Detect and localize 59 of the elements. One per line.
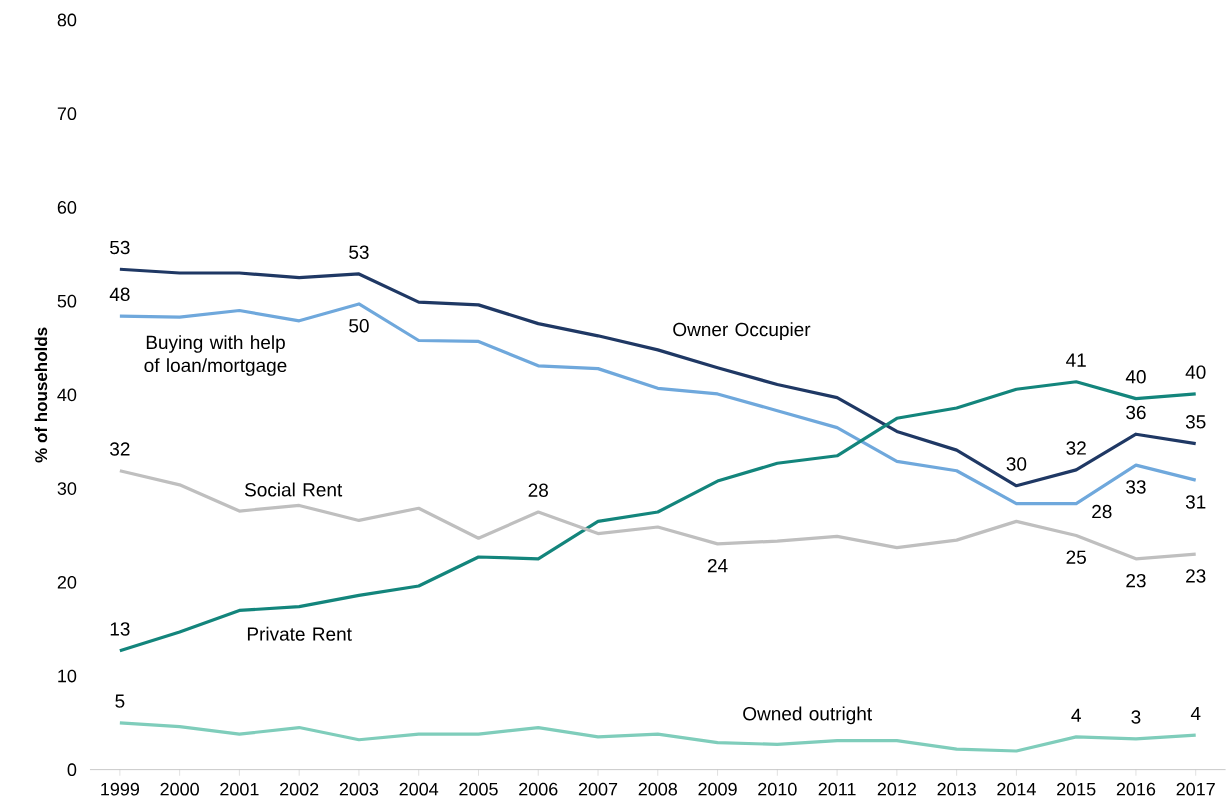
series-label: Private Rent (247, 627, 352, 641)
data-label: 50 (349, 319, 369, 333)
series-label: Owned outright (743, 706, 872, 725)
x-tick-label: 2008 (638, 782, 678, 796)
data-label: 53 (349, 245, 369, 260)
data-label: 32 (1066, 441, 1086, 455)
x-tick-label: 2013 (937, 782, 976, 796)
data-label: 13 (110, 622, 130, 636)
y-tick-label: 40 (57, 388, 77, 402)
x-tick-label: 2005 (459, 782, 498, 796)
series-label: Buying with help of loan/mortgage (144, 335, 287, 376)
data-label: 5 (115, 694, 125, 708)
y-tick-label: 70 (57, 107, 77, 121)
x-tick-label: 2010 (758, 782, 797, 796)
data-label: 3 (1131, 710, 1141, 724)
data-label: 25 (1066, 550, 1086, 565)
y-tick-label: 30 (57, 482, 77, 496)
x-tick-label: 1999 (101, 782, 140, 796)
x-tick-label: 2011 (818, 782, 856, 796)
series-label: Owner Occupier (673, 322, 811, 341)
data-label: 36 (1126, 405, 1146, 420)
data-label: 40 (1185, 365, 1206, 379)
series-label: Social Rent (244, 482, 343, 497)
x-tick-label: 2004 (399, 782, 439, 796)
data-label: 30 (1006, 457, 1027, 471)
data-label: 31 (1185, 495, 1206, 509)
y-tick-label: 10 (58, 669, 77, 683)
x-tick-label: 2001 (220, 782, 259, 796)
y-tick-label: 20 (57, 576, 77, 589)
data-label: 40 (1125, 370, 1146, 384)
x-tick-label: 2007 (578, 782, 618, 796)
x-tick-label: 2006 (519, 782, 558, 796)
y-tick-label: 80 (57, 13, 77, 27)
data-label: 41 (1066, 353, 1086, 367)
x-tick-label: 2016 (1116, 782, 1156, 796)
data-label: 33 (1126, 480, 1146, 494)
x-tick-label: 2015 (1057, 782, 1096, 796)
data-label: 32 (110, 442, 130, 456)
y-tick-label: 0 (67, 763, 77, 777)
x-tick-label: 2017 (1176, 782, 1215, 796)
x-tick-label: 2012 (877, 782, 916, 796)
y-axis-title: % of households (34, 327, 48, 463)
data-label: 35 (1185, 415, 1206, 429)
data-label: 23 (1186, 569, 1206, 583)
x-tick-label: 2009 (698, 782, 737, 796)
y-tick-label: 60 (57, 201, 77, 214)
data-label: 4 (1190, 707, 1201, 721)
x-tick-label: 2003 (339, 782, 379, 796)
data-label: 28 (528, 483, 548, 498)
data-label: 48 (109, 287, 130, 302)
data-label: 28 (1092, 504, 1112, 519)
x-tick-label: 2002 (280, 782, 319, 796)
x-tick-label: 2000 (160, 782, 199, 796)
data-label: 53 (110, 240, 130, 255)
data-label: 23 (1126, 574, 1146, 588)
data-label: 24 (707, 559, 728, 573)
data-label: 4 (1071, 708, 1081, 723)
y-tick-label: 50 (57, 294, 77, 308)
x-tick-label: 2014 (997, 782, 1036, 796)
